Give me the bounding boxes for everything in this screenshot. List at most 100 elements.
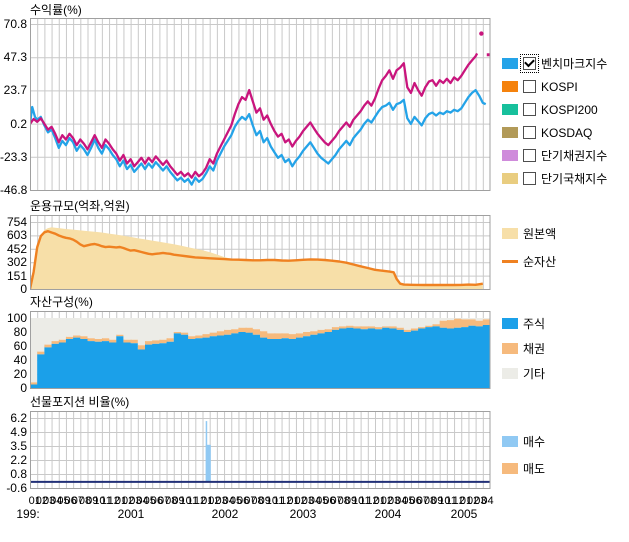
x-axis-month-label: 10 (179, 495, 192, 507)
returns-chart (30, 18, 491, 191)
short-bond-index-color-swatch (502, 150, 518, 161)
y-axis-label: 70.8 (3, 17, 27, 31)
legend-item-short-treasury-index[interactable]: 단기국채지수 (502, 171, 607, 186)
y-axis-label: 100 (6, 311, 27, 325)
x-axis-month-label: 02 (35, 495, 49, 507)
etc-legend-label: 기타 (523, 367, 546, 381)
x-axis-month-label: 10 (352, 495, 365, 507)
kospi200-color-swatch (502, 104, 518, 115)
kospi200-checkbox[interactable] (523, 103, 536, 116)
y-axis-label: 2.2 (10, 453, 27, 467)
x-axis-month-label: 03 (215, 495, 228, 507)
legend-item-kospi200[interactable]: KOSPI200 (502, 102, 598, 117)
x-axis-month-label: 08 (165, 495, 178, 507)
kospi200-legend-label: KOSPI200 (541, 102, 598, 117)
x-axis-month-label: 03 (129, 495, 142, 507)
y-axis-label: 0 (20, 381, 27, 395)
x-axis-month-label: 02 (380, 495, 394, 507)
x-axis-month-label: 10 (438, 495, 451, 507)
y-axis-label: 0.8 (10, 467, 27, 481)
x-axis-month-label: 04 (222, 495, 235, 507)
x-axis-month-label: 06 (237, 495, 250, 507)
x-axis-month-label: 07 (157, 495, 171, 507)
x-axis-month-label: 01 (201, 495, 214, 507)
benchmark-checkbox[interactable] (520, 54, 539, 73)
buy-color-swatch (502, 436, 518, 447)
legend-item-stocks: 주식 (502, 316, 545, 331)
x-axis-month-label: 05 (316, 495, 329, 507)
x-axis-month-label: 12 (452, 495, 465, 507)
y-axis-label: 151 (6, 268, 27, 283)
y-axis-label: 23.7 (3, 83, 27, 98)
kospi-checkbox[interactable] (523, 80, 536, 93)
y-axis-label: -46.8 (0, 183, 28, 197)
kosdaq-checkbox[interactable] (523, 126, 536, 139)
futures-chart (30, 411, 491, 489)
sell-legend-label: 매도 (523, 462, 546, 476)
legend-item-short-bond-index[interactable]: 단기채권지수 (502, 148, 607, 163)
x-axis-month-label: 10 (93, 495, 106, 507)
x-axis-month-label: 11 (100, 495, 112, 507)
x-axis-month-label: 02 (467, 495, 480, 507)
principal-legend-label: 원본액 (523, 227, 557, 241)
x-axis-month-label: 05 (57, 495, 70, 507)
short-treasury-index-legend-label: 단기국채지수 (541, 172, 608, 186)
x-axis-month-label: 11 (359, 495, 371, 507)
y-axis-label: 754 (6, 215, 27, 229)
y-axis-label: 3.5 (10, 439, 27, 453)
x-axis-month-label: 07 (416, 495, 429, 507)
y-axis-label: 60 (13, 339, 27, 353)
bonds-legend-label: 채권 (523, 342, 546, 356)
short-treasury-index-checkbox[interactable] (523, 172, 536, 185)
x-axis-month-label: 06 (409, 495, 422, 507)
x-axis-month-label: 02 (122, 495, 135, 507)
checkmark-icon (524, 56, 535, 68)
x-axis-month-label: 11 (272, 495, 285, 507)
legend-item-kosdaq[interactable]: KOSDAQ (502, 125, 592, 140)
legend-item-sell: 매도 (502, 461, 545, 476)
x-axis-year-label: 2004 (374, 507, 402, 521)
stocks-color-swatch (502, 318, 518, 329)
returns-chart-title: 수익률(%) (30, 3, 82, 17)
y-axis-label: 452 (6, 241, 27, 256)
legend-item-principal: 원본액 (502, 226, 556, 241)
short-bond-index-checkbox[interactable] (523, 149, 536, 162)
x-axis-month-label: 05 (229, 495, 243, 507)
y-axis-label: 0 (20, 282, 27, 296)
legend-item-buy: 매수 (502, 434, 545, 449)
x-axis-month-label: 12 (280, 495, 293, 507)
y-axis-label: 80 (13, 325, 27, 339)
stocks-legend-label: 주식 (523, 317, 546, 331)
aum-chart (30, 215, 491, 290)
x-axis-month-label: 08 (337, 495, 350, 507)
legend-item-kospi[interactable]: KOSPI (502, 79, 578, 94)
x-axis-month-label: 03 (301, 495, 314, 507)
y-axis-label: 20 (13, 367, 27, 381)
x-axis-month-label: 09 (344, 495, 358, 507)
x-axis-month-label: 09 (86, 495, 99, 507)
x-axis-month-label: 09 (258, 495, 271, 507)
x-axis-month-label: 11 (445, 495, 457, 507)
kosdaq-color-swatch (502, 127, 518, 138)
x-axis-month-label: 05 (143, 495, 156, 507)
bonds-color-swatch (502, 343, 518, 354)
kospi-color-swatch (502, 81, 518, 92)
aum-chart-title: 운용규모(억좌,억원) (30, 199, 130, 213)
x-axis-year-label: 2003 (289, 507, 317, 521)
benchmark-legend-label: 벤치마크지수 (541, 57, 608, 71)
short-bond-index-legend-label: 단기채권지수 (541, 149, 608, 163)
x-axis-month-label: 12 (193, 495, 207, 507)
x-axis-month-label: 01 (114, 495, 128, 507)
sell-color-swatch (502, 463, 518, 474)
y-axis-label: -23.3 (0, 149, 28, 164)
y-axis-label: 47.3 (3, 50, 27, 65)
x-axis-month-label: 04 (308, 495, 322, 507)
legend-item-benchmark[interactable]: 벤치마크지수 (502, 54, 608, 73)
x-axis-month-label: 12 (107, 495, 120, 507)
nav-color-swatch (502, 260, 518, 263)
x-axis-month-label: 09 (172, 495, 185, 507)
x-axis-month-label: 01 (28, 495, 41, 507)
x-axis-month-label: 03 (387, 495, 401, 507)
x-axis-month-label: 06 (323, 495, 336, 507)
